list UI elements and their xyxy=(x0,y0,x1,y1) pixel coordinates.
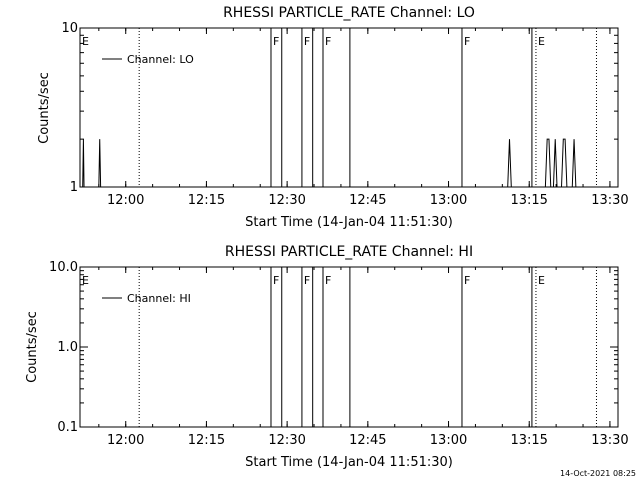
lo-x-tick-label: 12:00 xyxy=(107,193,144,208)
hi-channel-panel: RHESSI PARTICLE_RATE Channel: HI Start T… xyxy=(25,244,629,470)
lo-x-tick-label: 12:30 xyxy=(268,193,305,208)
lo-flag-e: E xyxy=(82,35,89,48)
lo-x-tick-label: 13:15 xyxy=(510,193,547,208)
hi-flag-f: F xyxy=(304,274,310,287)
lo-x-tick-label: 13:30 xyxy=(591,193,628,208)
lo-flag-f: F xyxy=(464,35,470,48)
hi-x-tick-label: 12:15 xyxy=(188,433,225,448)
lo-flag-f: F xyxy=(304,35,310,48)
hi-y-tick-label: 1.0 xyxy=(57,340,78,355)
lo-channel-panel: RHESSI PARTICLE_RATE Channel: LO Start T… xyxy=(37,5,629,230)
hi-flag-e: E xyxy=(538,274,545,287)
hi-x-tick-label: 12:00 xyxy=(107,433,144,448)
hi-plot-frame xyxy=(79,266,619,428)
hi-y-axis-label: Counts/sec xyxy=(25,311,40,383)
hi-x-tick-label: 12:45 xyxy=(349,433,386,448)
lo-flag-f: F xyxy=(325,35,331,48)
hi-x-axis-label: Start Time (14-Jan-04 11:51:30) xyxy=(245,455,453,470)
lo-series-line xyxy=(82,138,577,188)
hi-x-tick-label: 13:00 xyxy=(430,433,467,448)
hi-y-tick-label: 0.1 xyxy=(57,420,78,435)
hi-flag-f: F xyxy=(325,274,331,287)
hi-flag-f: F xyxy=(273,274,279,287)
lo-x-tick-label: 12:15 xyxy=(188,193,225,208)
hi-y-tick-label: 10.0 xyxy=(49,260,78,275)
lo-x-axis-label: Start Time (14-Jan-04 11:51:30) xyxy=(245,215,453,230)
hi-chart-title: RHESSI PARTICLE_RATE Channel: HI xyxy=(225,244,473,260)
lo-chart-title: RHESSI PARTICLE_RATE Channel: LO xyxy=(223,5,475,21)
hi-flag-e: E xyxy=(82,274,89,287)
lo-x-tick-label: 12:45 xyxy=(349,193,386,208)
lo-y-tick-label: 1 xyxy=(70,180,78,195)
hi-x-tick-label: 12:30 xyxy=(268,433,305,448)
lo-y-tick-label: 10 xyxy=(61,21,78,36)
hi-flag-f: F xyxy=(464,274,470,287)
lo-flag-e: E xyxy=(538,35,545,48)
lo-flag-f: F xyxy=(273,35,279,48)
hi-x-tick-label: 13:30 xyxy=(591,433,628,448)
lo-y-axis-label: Counts/sec xyxy=(37,72,52,144)
lo-x-tick-label: 13:00 xyxy=(430,193,467,208)
lo-plot-frame xyxy=(79,27,619,188)
lo-legend-label: Channel: LO xyxy=(127,53,194,66)
timestamp-footer: 14-Oct-2021 08:25 xyxy=(560,469,636,478)
hi-x-tick-label: 13:15 xyxy=(510,433,547,448)
hi-legend-label: Channel: HI xyxy=(127,292,191,305)
